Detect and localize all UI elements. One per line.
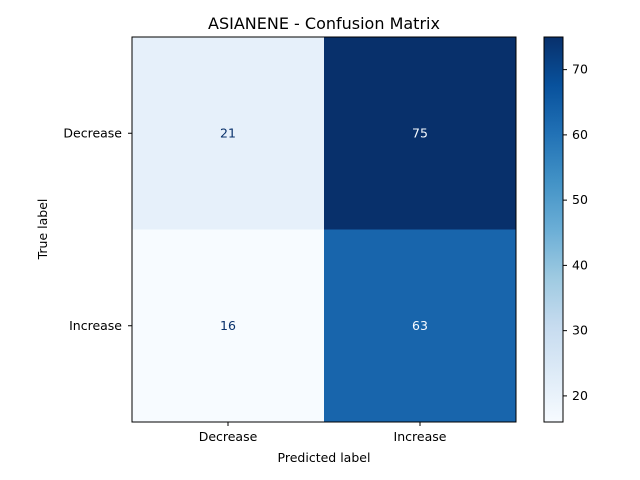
plot-frame (131, 36, 517, 423)
matrix-cell (324, 229, 517, 423)
matrix-cell-value: 75 (412, 125, 428, 140)
y-axis-ticks: Decrease Increase (63, 125, 132, 333)
y-tick-label: Increase (69, 318, 122, 333)
matrix-cell (132, 229, 325, 423)
colorbar-tick-label: 60 (572, 127, 588, 142)
x-tick-label: Decrease (199, 429, 258, 444)
x-axis-ticks: Decrease Increase (199, 422, 447, 444)
matrix-cell (132, 37, 325, 230)
colorbar-tick-label: 20 (572, 388, 588, 403)
colorbar (543, 36, 564, 423)
matrix-cell-labels: 21 75 16 63 (220, 125, 428, 333)
colorbar-tick-label: 40 (572, 257, 588, 272)
colorbar-ticks: 20 30 40 50 60 70 (563, 62, 588, 403)
colorbar-tick-label: 50 (572, 192, 588, 207)
colorbar-tick-label: 30 (572, 323, 588, 338)
matrix-cells (132, 37, 517, 423)
matrix-cell-value: 16 (220, 318, 236, 333)
chart-title: ASIANENE - Confusion Matrix (208, 14, 440, 33)
y-axis-label: True label (35, 199, 50, 261)
matrix-cell-value: 21 (220, 125, 236, 140)
x-axis-label: Predicted label (278, 450, 371, 465)
y-tick-label: Decrease (63, 125, 122, 140)
x-tick-label: Increase (394, 429, 447, 444)
matrix-cell (324, 37, 517, 230)
colorbar-tick-label: 70 (572, 62, 588, 77)
matrix-cell-value: 63 (412, 318, 428, 333)
